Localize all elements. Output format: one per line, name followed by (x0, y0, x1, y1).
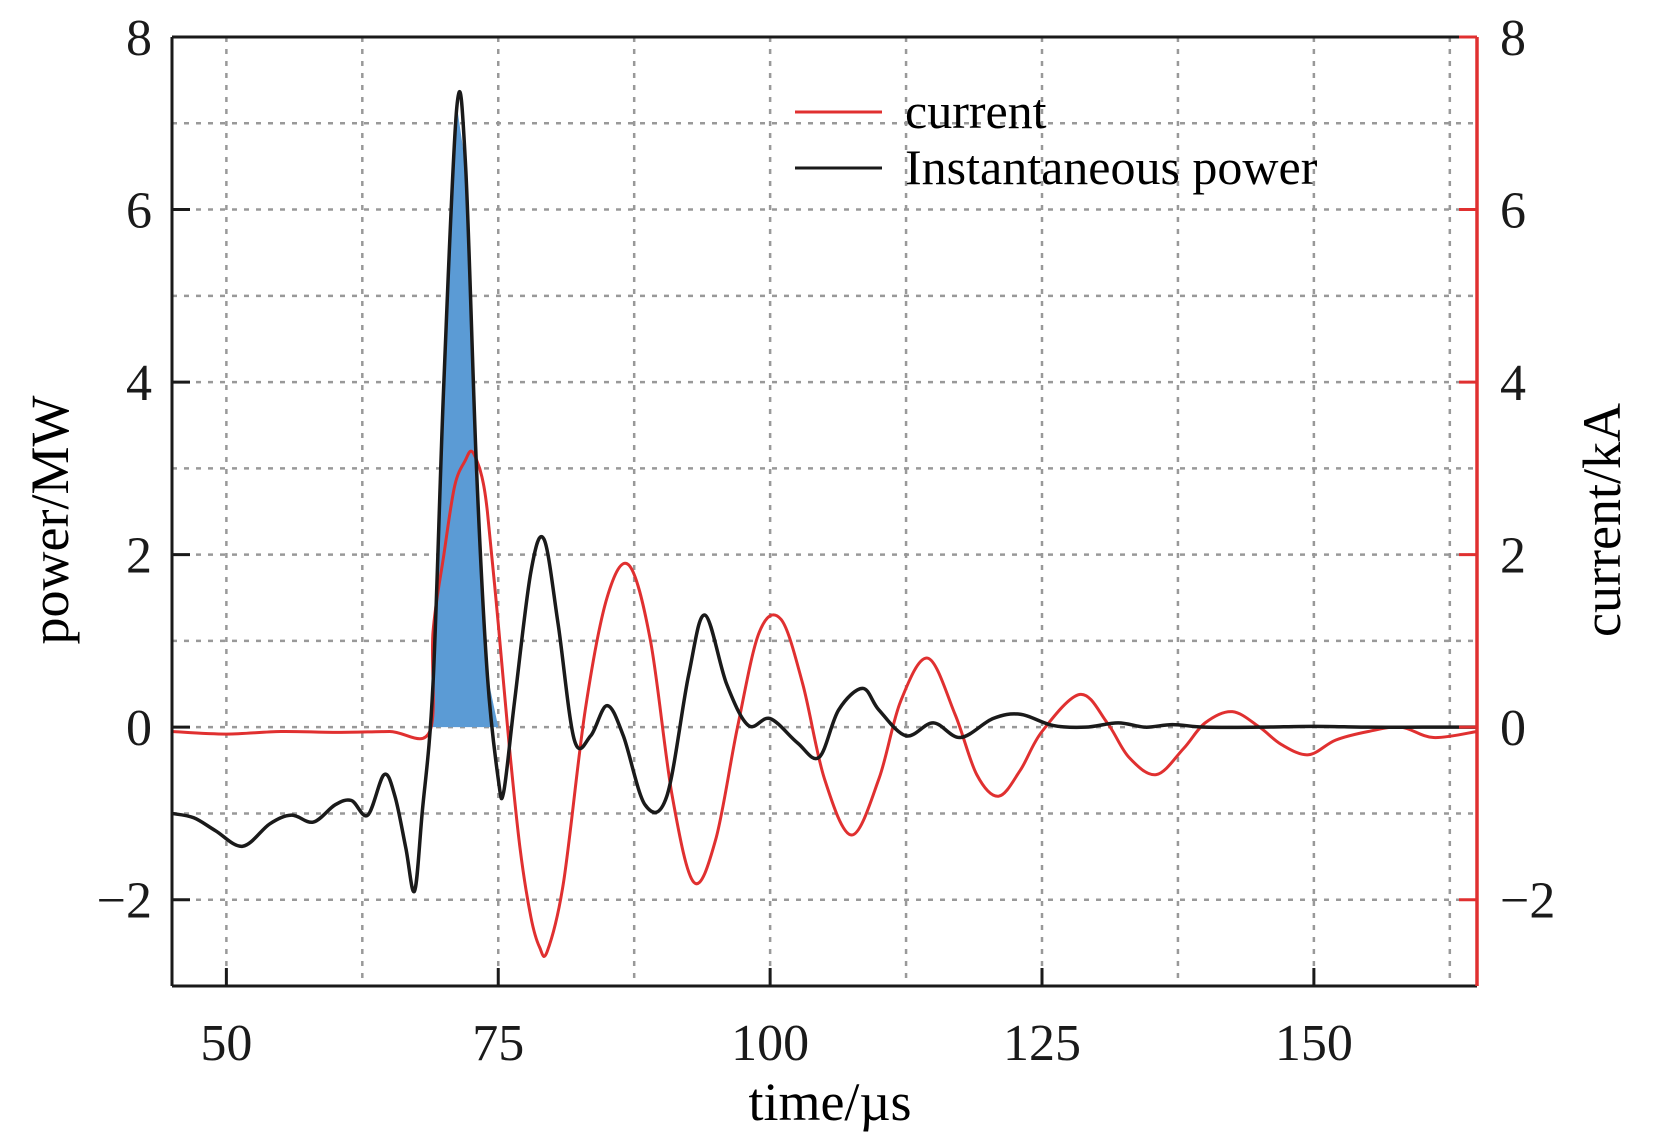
axes (170, 35, 1479, 988)
tick-labels: 50 75 100 125 150 −2 −2 0 0 2 2 4 4 6 6 8 8 (97, 10, 1556, 1072)
left-axis-title: power/MW (20, 396, 80, 645)
y-tick-label-right: 4 (1500, 355, 1526, 412)
series-layer (171, 90, 1478, 958)
x-axis-title: time/µs (748, 1072, 911, 1132)
x-tick-label: 50 (200, 1015, 252, 1072)
legend-label-current: current (905, 83, 1047, 139)
grid (172, 37, 1477, 986)
y-tick-label-left: −2 (97, 873, 152, 930)
y-tick-label-right: 8 (1500, 10, 1526, 67)
y-tick-label-left: 6 (126, 183, 152, 240)
x-tick-label: 125 (1003, 1015, 1081, 1072)
x-tick-label: 150 (1275, 1015, 1353, 1072)
y-tick-label-left: 8 (126, 10, 152, 67)
right-axis-title: current/kA (1572, 403, 1632, 637)
x-tick-label: 100 (731, 1015, 809, 1072)
y-tick-label-right: 6 (1500, 183, 1526, 240)
x-tick-label: 75 (472, 1015, 524, 1072)
y-tick-label-left: 0 (126, 700, 152, 757)
series-line-current (171, 449, 1478, 958)
y-tick-label-left: 4 (126, 355, 152, 412)
y-tick-label-left: 2 (126, 528, 152, 585)
y-tick-label-right: 2 (1500, 528, 1526, 585)
legend: current Instantaneous power (795, 83, 1318, 195)
legend-label-power: Instantaneous power (905, 139, 1318, 195)
y-tick-label-right: −2 (1500, 873, 1555, 930)
y-tick-label-right: 0 (1500, 700, 1526, 757)
series-line-power (171, 90, 1477, 894)
